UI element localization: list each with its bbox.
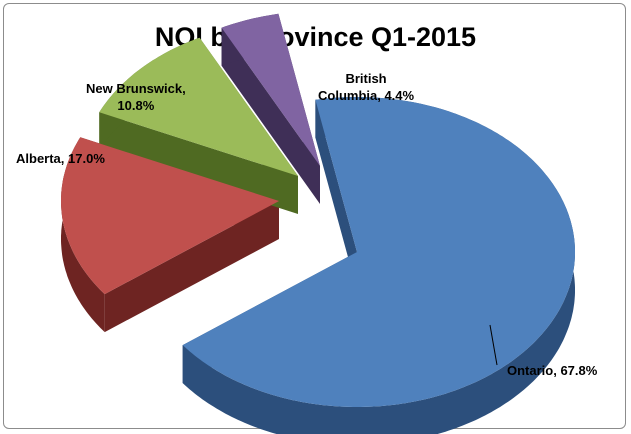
pie-slice-side-british-columbia-wall [221, 13, 320, 204]
slice-label-new-brunswick-line-1: New Brunswick, [86, 81, 186, 96]
slice-label-alberta: Alberta, 17.0% [16, 151, 105, 166]
slice-label-british-columbia: British Columbia, 4.4% [318, 70, 414, 104]
slice-label-ontario: Ontario, 67.8% [507, 363, 598, 378]
leader-line-ontario [489, 324, 498, 366]
pie-slice-side-ontario [182, 97, 575, 434]
slice-label-new-brunswick: New Brunswick, 10.8% [86, 80, 186, 114]
slice-label-new-brunswick-line-2: 10.8% [117, 98, 155, 113]
slice-label-british-columbia-line-1: British [345, 71, 387, 86]
chart-title: NOI by Province Q1-2015 [154, 22, 477, 52]
pie-slice-new-brunswick[interactable] [99, 37, 298, 177]
pie-slice-ontario[interactable] [182, 97, 575, 407]
pie-slice-side-new-brunswick-wall [99, 37, 298, 215]
pie-slice-british-columbia[interactable] [221, 13, 320, 166]
pie-slice-alberta[interactable] [61, 137, 279, 295]
slice-label-british-columbia-line-2: Columbia, 4.4% [318, 88, 415, 103]
